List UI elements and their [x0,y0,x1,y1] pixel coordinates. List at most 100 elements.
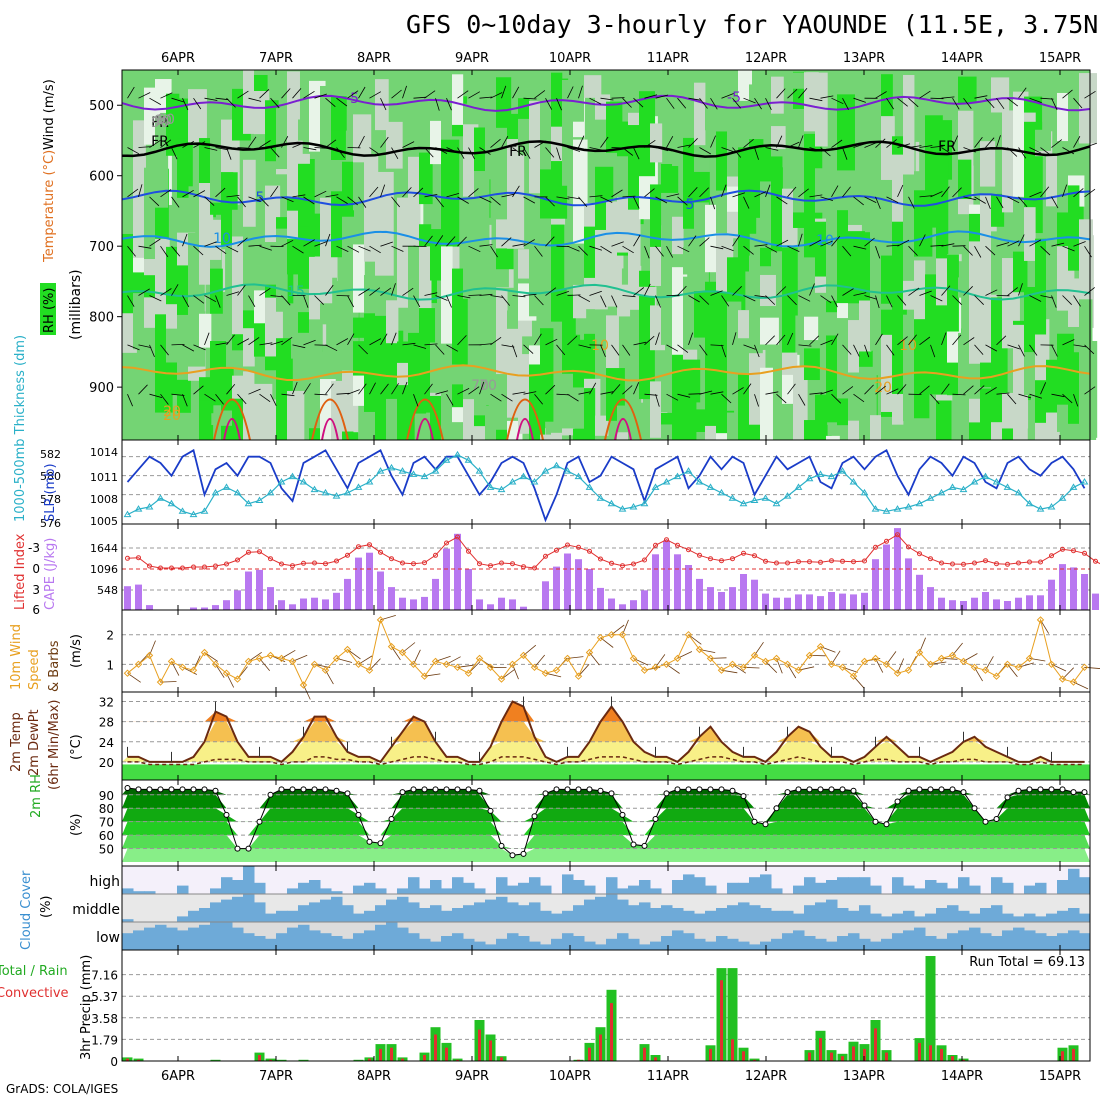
ylabel-rh-unit: (%) [69,814,84,837]
precip-conv-bar [500,1057,503,1061]
rh-cell [925,335,940,395]
cloud-bar [353,933,365,950]
isotherm-label: FR [151,115,169,131]
cloud-bar [617,933,629,950]
rh-marker [729,787,736,794]
li-marker [279,561,284,567]
wind-barb [655,196,668,204]
wind-barb-10m [765,661,778,673]
li-marker [444,540,449,546]
wind-barb [1073,136,1081,148]
cloud-bar [969,927,981,950]
cloud-bar [661,936,673,950]
cloud-bar [595,896,607,922]
rh-cell [749,139,764,218]
thickness-marker [893,505,902,512]
li-marker [796,559,801,565]
wind-barb [765,245,778,253]
wind-barb-10m [248,651,262,662]
cape-bar [278,600,285,610]
cloud-bar [837,908,849,922]
wind-barb [644,246,650,259]
rh-marker [223,811,230,818]
wind-barb [996,242,1010,247]
rh-cell [210,117,222,203]
date-label-top: 12APR [745,51,787,66]
temp-fill-band [122,701,1090,722]
isotherm-line [223,417,241,441]
wind-barb [996,97,1005,110]
wind-marker [607,630,616,639]
cloud-bar [584,941,596,950]
cloud-bar [265,913,277,922]
li-marker [653,542,658,548]
wind-barb [457,147,465,159]
wind-barb [831,139,843,148]
cloud-bar [441,888,453,894]
li-marker [1082,550,1087,556]
wind-barb [798,88,808,99]
wind-barb [732,192,746,198]
rh-cell [672,216,684,255]
wind-barb [578,196,588,208]
wind-barb [413,295,421,308]
cloud-bar [144,891,156,894]
cloud-bar [617,899,629,922]
wind-barb [281,196,294,203]
cloud-bar [628,905,640,922]
date-label-bottom: 6APR [161,1069,195,1084]
wind-barb [677,344,689,353]
cape-bar [322,599,329,610]
thickness-marker [541,467,550,474]
wind-barb [842,98,849,110]
wind-marker [585,648,594,657]
wind-barb [413,344,427,349]
wind-barb [567,86,574,99]
wind-barb [875,138,886,148]
wind-barb [369,91,381,99]
wind-barb [732,286,742,296]
cloud-bar [144,927,156,950]
wind-barb [413,394,419,407]
wind-barb [897,239,910,247]
thickness-marker [981,472,990,480]
wind-marker [1014,663,1023,672]
wind-barb [490,393,502,402]
wind-barb [688,187,698,198]
date-label-bottom: 13APR [843,1069,885,1084]
wind-barb [963,245,973,256]
rh-cell [727,186,740,212]
cloud-bar [331,936,343,950]
cloud-bar [430,941,442,950]
rh-cell [265,242,279,285]
rh-cell [936,160,949,259]
cloud-bar [397,896,409,922]
cape-bar [762,593,769,610]
wind-barb [303,90,315,99]
cloud-bar [265,938,277,950]
rh-cell [342,161,354,226]
li-marker [730,556,735,562]
li-tick-label: 6 [32,603,40,617]
rh-cell [584,75,602,98]
cloud-bar [276,933,288,950]
ylabel-wind-speed: Speed [27,649,42,690]
wind-barb [259,140,271,148]
wind-barb [699,344,708,356]
wind-marker [1080,663,1089,672]
wind-barb [1073,394,1079,407]
wind-barb [677,285,687,296]
wind-barb [996,196,1004,209]
li-marker [708,556,713,562]
wind-barb [215,245,227,255]
cape-bar [784,597,791,610]
cloud-bar [331,896,343,922]
rh-cell [617,284,631,317]
precip-conv-bar [753,1059,756,1061]
wind-barb [512,295,526,298]
isotherm-label: 10 [213,231,231,247]
ylabel-cape: CAPE (J/kg) [43,538,58,610]
li-marker [301,560,306,566]
isotherm-label: 90 [154,113,172,129]
wind-barb [1073,188,1084,198]
